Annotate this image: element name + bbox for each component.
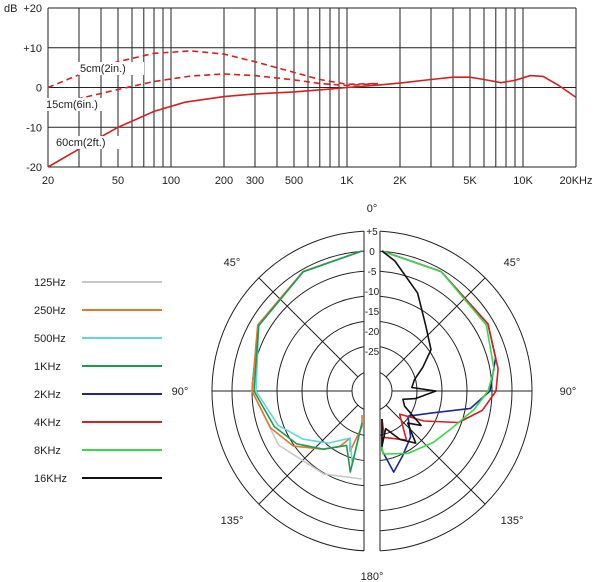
legend-label-4khz: 4KHz [34, 417, 61, 429]
legend: 125Hz 250Hz 500Hz 1KHz 2KHz 4KHz 8KHz 16KHz [34, 277, 162, 485]
x-tick-label: 100 [162, 175, 180, 187]
series-line-60cm-2ft [47, 74, 577, 168]
series-label-15cm-6in: 15cm(6in.) [46, 99, 98, 111]
radial-tick-label: -5 [368, 267, 377, 278]
x-tick-label: 50 [112, 175, 124, 187]
y-tick-label: -20 [26, 162, 42, 174]
x-tick-label: 1K [340, 175, 354, 187]
series-line-15cm-6in [47, 73, 379, 109]
y-tick-label: -10 [26, 122, 42, 134]
angle-label: 135° [221, 515, 244, 527]
radial-tick-bg [365, 325, 379, 337]
series-label-bg [54, 136, 120, 149]
radial-tick-bg [365, 245, 379, 257]
radial-tick-bg [365, 285, 379, 297]
angle-label: 90° [560, 386, 577, 398]
angle-label: 45° [224, 257, 241, 269]
polar-curves [251, 250, 499, 480]
legend-label-8khz: 8KHz [34, 445, 61, 457]
polar-spoke [258, 404, 359, 505]
frequency-grid [47, 7, 577, 168]
angle-label: 180° [361, 571, 384, 582]
series-label-bg [44, 98, 110, 111]
radial-tick-label: +5 [366, 227, 378, 238]
legend-label-2khz: 2KHz [34, 389, 61, 401]
legend-label-500hz: 500Hz [34, 333, 66, 345]
angle-label: 45° [504, 257, 521, 269]
x-tick-label: 20KHz [559, 175, 592, 187]
radial-tick-label: -15 [365, 307, 380, 318]
x-tick-label: 500 [285, 175, 303, 187]
radial-tick-bg [365, 305, 379, 317]
radial-tick-label: -10 [365, 287, 380, 298]
x-tick-label: 10K [513, 175, 533, 187]
y-tick-label: +20 [23, 3, 42, 15]
polar-curve-16khz [381, 250, 437, 447]
radial-tick-label: -25 [365, 347, 380, 358]
polar-curve-8khz [381, 250, 495, 455]
x-tick-label: 2K [393, 175, 407, 187]
polar-curve-250hz [251, 250, 363, 452]
angle-label: 90° [172, 386, 189, 398]
legend-label-250hz: 250Hz [34, 305, 66, 317]
x-tick-label: 200 [215, 175, 233, 187]
radial-tick-bg [365, 265, 379, 277]
y-tick-label: +10 [23, 43, 42, 55]
y-axis-label: dB [4, 3, 17, 15]
polar-labels: +5 0 -5 -10 -15 -20 -25 0° 45° 45° 90° 90° 135° 135° 1… [172, 203, 577, 582]
angle-label: 135° [501, 515, 524, 527]
legend-label-125hz: 125Hz [34, 277, 66, 289]
radial-tick-bg [365, 225, 379, 237]
polar-pattern-chart: +5 0 -5 -10 -15 -20 -25 0° 45° 45° 90° 90° 135° 135° 1… [34, 203, 576, 582]
y-tick-label: 0 [36, 83, 42, 95]
polar-spoke [385, 404, 486, 505]
radial-tick-bg [365, 345, 379, 357]
polar-spoke [385, 277, 486, 378]
radial-tick-label: 0 [369, 247, 375, 258]
x-tick-label: 5K [463, 175, 477, 187]
polar-curve-1khz [253, 250, 363, 473]
legend-label-16khz: 16KHz [34, 473, 67, 485]
radial-tick-label: -20 [365, 327, 380, 338]
x-tick-label: 20 [42, 175, 54, 187]
legend-label-1khz: 1KHz [34, 361, 61, 373]
series-label-bg [78, 62, 144, 75]
polar-spoke [258, 277, 359, 378]
x-tick-label: 300 [246, 175, 264, 187]
series-label-60cm-2ft: 60cm(2ft.) [56, 137, 106, 149]
series-label-5cm-2in: 5cm(2in.) [80, 63, 126, 75]
angle-label: 0° [367, 203, 378, 215]
